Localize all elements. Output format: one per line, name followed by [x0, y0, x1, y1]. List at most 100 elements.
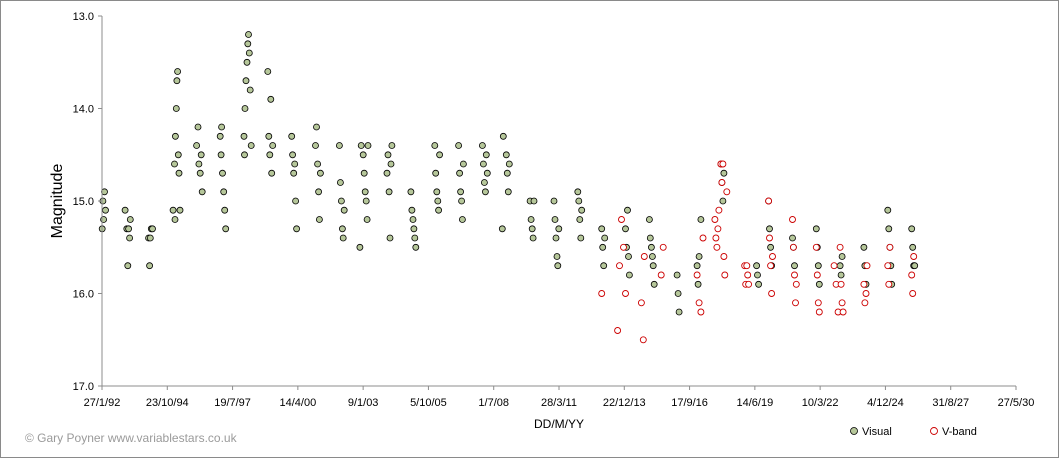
visual-data-point — [171, 132, 179, 140]
x-tick-label: 5/10/05 — [410, 397, 447, 409]
legend-visual-label: Visual — [862, 426, 892, 438]
visual-data-point — [625, 253, 632, 260]
y-tick-label: 17.0 — [73, 381, 94, 393]
visual-data-point — [551, 216, 559, 223]
vband-data-point — [861, 299, 869, 307]
x-tick-label: 31/8/27 — [932, 397, 969, 409]
visual-data-point — [125, 225, 132, 233]
visual-data-point — [505, 160, 513, 168]
visual-data-point — [124, 262, 132, 270]
visual-data-point — [815, 280, 823, 288]
vband-data-point — [909, 290, 917, 297]
visual-data-point — [242, 77, 250, 85]
visual-data-point — [196, 169, 204, 177]
visual-data-point — [193, 142, 201, 149]
x-tick-label: 19/7/97 — [214, 397, 251, 409]
visual-data-point — [176, 206, 184, 214]
y-tick-label: 16.0 — [73, 289, 94, 301]
visual-data-point — [364, 142, 372, 149]
vband-data-point — [620, 243, 627, 251]
x-ticks: 27/1/92 23/10/94 19/7/97 14/4/00 9/1/03 5/10/… — [84, 386, 1034, 409]
visual-data-point — [814, 262, 822, 270]
visual-data-point — [290, 169, 298, 177]
visual-data-point — [338, 225, 346, 233]
visual-data-point — [217, 151, 225, 159]
visual-data-point — [221, 206, 229, 214]
vband-data-point — [766, 234, 773, 242]
visual-data-point — [599, 243, 607, 251]
visual-data-point — [174, 68, 182, 75]
visual-data-point — [529, 234, 537, 242]
visual-data-point — [387, 160, 395, 168]
vband-data-point — [693, 271, 701, 279]
vband-data-point — [886, 243, 894, 251]
vband-data-point — [714, 225, 722, 233]
visual-data-point — [356, 243, 364, 251]
visual-data-point — [550, 197, 558, 205]
visual-data-point — [293, 225, 301, 233]
vband-data-point — [839, 308, 847, 316]
visual-data-point — [315, 216, 323, 223]
vband-data-point — [614, 327, 622, 334]
vband-data-point — [598, 290, 606, 297]
visual-data-point — [288, 132, 296, 140]
visual-data-point — [245, 49, 253, 57]
x-tick-label: 27/1/92 — [84, 397, 121, 409]
visual-data-point — [121, 206, 129, 214]
visual-data-point — [694, 280, 702, 288]
visual-data-point — [791, 262, 798, 270]
visual-data-point — [222, 225, 230, 233]
points-layer — [98, 31, 919, 344]
x-axis-title: DD/M/YY — [534, 417, 584, 431]
visual-data-point — [409, 216, 417, 223]
visual-data-point — [362, 197, 370, 205]
visual-data-point — [649, 262, 657, 270]
visual-data-point — [357, 142, 365, 149]
visual-data-point — [241, 151, 248, 159]
vband-data-point — [639, 336, 647, 344]
visual-data-point — [220, 188, 228, 196]
visual-data-point — [646, 234, 654, 242]
visual-data-point — [624, 206, 631, 214]
vband-data-point — [789, 243, 797, 251]
visual-data-point — [149, 225, 156, 233]
visual-data-point — [359, 151, 367, 159]
vband-data-point — [720, 253, 728, 260]
visual-data-point — [754, 271, 761, 279]
x-tick-label: 14/4/00 — [280, 397, 317, 409]
visual-data-point — [578, 206, 586, 214]
vband-data-point — [768, 290, 776, 297]
legend: Visual V-band — [850, 426, 977, 438]
y-ticks: 13.0 14.0 15.0 16.0 17.0 — [73, 11, 102, 393]
visual-data-point — [456, 169, 464, 177]
visual-data-point — [146, 262, 154, 270]
visual-data-point — [575, 197, 583, 205]
legend-vband-marker — [930, 427, 938, 435]
visual-data-point — [289, 151, 297, 159]
visual-data-point — [385, 188, 393, 196]
visual-data-point — [601, 234, 609, 242]
visual-data-point — [126, 234, 134, 242]
visual-data-point — [410, 225, 418, 233]
vband-data-point — [836, 243, 844, 251]
x-tick-label: 10/3/22 — [802, 397, 839, 409]
visual-data-point — [194, 123, 202, 131]
visual-data-point — [838, 253, 846, 260]
visual-data-point — [695, 253, 703, 260]
visual-data-point — [767, 243, 774, 251]
visual-data-point — [197, 151, 205, 159]
visual-data-point — [626, 271, 633, 279]
visual-data-point — [458, 216, 466, 223]
visual-data-point — [433, 188, 441, 196]
visual-data-point — [291, 160, 299, 168]
visual-data-point — [174, 151, 182, 159]
vband-data-point — [697, 308, 705, 316]
vband-data-point — [743, 262, 751, 270]
visual-data-point — [264, 68, 272, 75]
visual-data-point — [244, 40, 252, 48]
vband-data-point — [713, 243, 721, 251]
visual-data-point — [674, 290, 682, 297]
visual-data-point — [431, 142, 439, 149]
visual-data-point — [459, 160, 467, 168]
y-tick-label: 15.0 — [73, 196, 94, 208]
